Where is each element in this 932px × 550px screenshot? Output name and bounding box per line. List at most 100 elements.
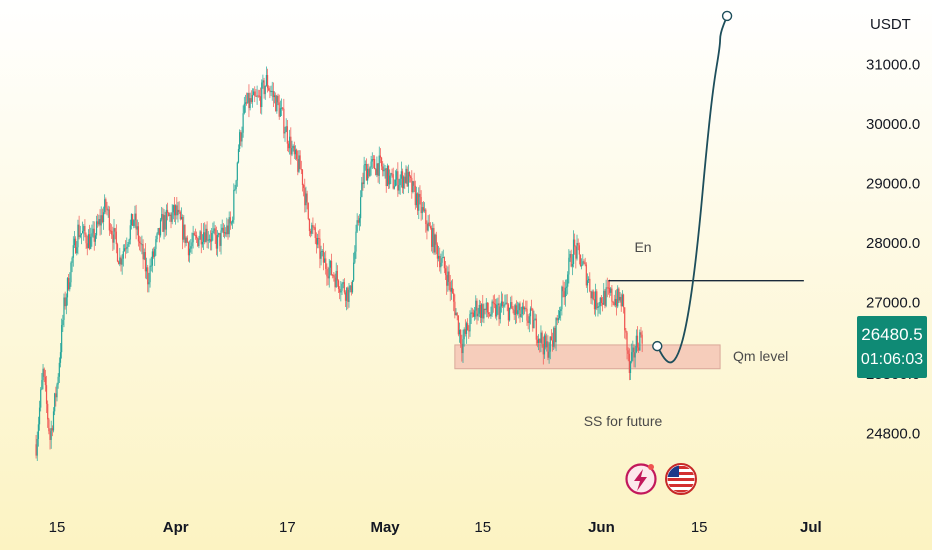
candle <box>92 221 94 238</box>
candle <box>285 118 287 133</box>
candle <box>610 286 612 296</box>
candle <box>196 231 198 244</box>
candle <box>429 222 432 230</box>
candle <box>513 304 515 321</box>
candle <box>80 233 83 245</box>
candle-layer <box>35 66 643 461</box>
candle <box>265 66 267 87</box>
candle <box>209 230 212 251</box>
candle <box>47 400 49 428</box>
us-flag-icon[interactable] <box>665 463 697 495</box>
candle <box>241 126 243 148</box>
candle <box>531 299 533 311</box>
x-axis[interactable]: 15 Apr 17 May 15 Jun 15 Jul <box>49 519 822 536</box>
candle <box>185 236 187 247</box>
candle <box>312 217 314 235</box>
projection-path[interactable] <box>656 15 728 364</box>
candle <box>280 98 283 117</box>
candle <box>41 373 43 391</box>
candle <box>570 249 572 268</box>
candle <box>311 222 313 237</box>
candle <box>358 214 361 231</box>
candle <box>42 364 44 390</box>
candle <box>529 306 532 325</box>
candle <box>296 148 298 161</box>
candle <box>396 168 398 186</box>
candle <box>494 298 497 319</box>
candle <box>253 88 255 96</box>
candle <box>87 229 90 249</box>
candle <box>113 218 115 250</box>
candle <box>565 279 568 297</box>
candle <box>298 149 300 174</box>
candle <box>547 335 549 361</box>
candle <box>136 219 138 236</box>
candle <box>88 224 91 251</box>
candle <box>65 293 67 315</box>
candle <box>227 219 229 240</box>
candle <box>426 220 428 240</box>
candle <box>325 250 327 275</box>
candle <box>187 241 190 262</box>
candle <box>37 416 39 447</box>
candle <box>220 224 222 255</box>
candle <box>202 223 205 250</box>
candle <box>619 292 621 303</box>
candle <box>334 273 336 292</box>
candle <box>503 301 505 316</box>
candle <box>363 156 365 189</box>
candle <box>208 234 210 243</box>
candle <box>576 234 578 261</box>
candle <box>63 293 65 328</box>
projection-end-point[interactable] <box>721 10 733 22</box>
candle <box>125 240 127 259</box>
candle <box>484 308 486 315</box>
candle <box>255 88 257 97</box>
candle <box>640 327 642 338</box>
candle <box>475 295 477 320</box>
price-badge: 26480.5 01:06:03 <box>857 316 927 378</box>
candle <box>157 228 159 235</box>
flash-icon[interactable] <box>625 463 657 495</box>
candle <box>590 291 592 304</box>
candle <box>310 228 312 238</box>
projection-start-point[interactable] <box>652 340 663 352</box>
candle <box>235 179 237 194</box>
y-tick-label: 30000.0 <box>866 116 920 133</box>
candle <box>541 330 543 348</box>
candle <box>173 197 176 223</box>
y-tick-label: 28000.0 <box>866 235 920 252</box>
candle <box>554 325 556 349</box>
candle <box>498 294 500 326</box>
candle <box>439 247 441 272</box>
candle <box>465 321 468 344</box>
candle <box>168 211 170 217</box>
zone-layer <box>454 344 721 370</box>
qm-zone[interactable] <box>454 344 721 370</box>
candle <box>147 264 149 293</box>
candle <box>633 344 635 368</box>
candle <box>342 279 344 289</box>
candle <box>460 329 462 348</box>
candle <box>410 175 412 183</box>
candle <box>382 161 384 177</box>
candle <box>470 307 472 324</box>
candle <box>548 342 550 364</box>
candle <box>152 247 155 259</box>
candle <box>394 170 397 187</box>
candle <box>555 317 557 352</box>
candle <box>138 235 141 251</box>
candle <box>58 357 60 384</box>
candle <box>348 283 350 308</box>
candle <box>606 277 608 298</box>
candle <box>401 168 404 194</box>
candle <box>582 254 584 266</box>
candle <box>539 338 541 353</box>
candle <box>575 245 577 269</box>
candle <box>639 329 641 351</box>
candle <box>588 276 590 283</box>
candle <box>569 250 571 262</box>
candle <box>365 158 368 181</box>
